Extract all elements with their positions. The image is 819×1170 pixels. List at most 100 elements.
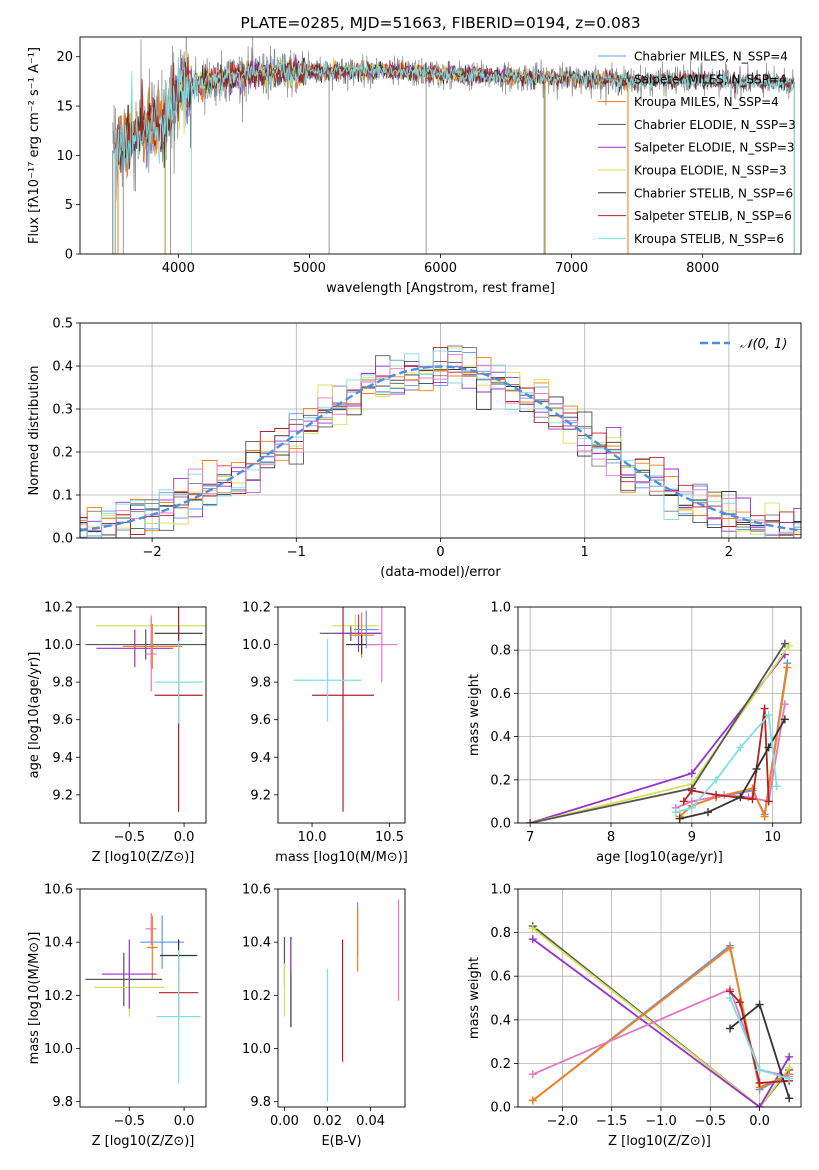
plus-marker [748, 795, 757, 804]
x-tick-label: 0.04 [356, 1114, 385, 1129]
legend-label: Salpeter STELIB, N_SSP=6 [634, 209, 792, 223]
y-tick-label: 1.0 [490, 883, 511, 898]
plus-marker [726, 1024, 735, 1033]
y-tick-label: 0.1 [52, 489, 73, 504]
y-axis-label: Normed distribution [27, 366, 42, 496]
plus-marker [687, 769, 696, 778]
y-tick-label: 9.6 [52, 713, 73, 728]
mass-weight-line-7 [729, 990, 790, 1084]
x-axis-label: (data-model)/error [380, 565, 501, 580]
y-tick-label: 0.0 [490, 817, 511, 832]
legend-label: Kroupa ELODIE, N_SSP=3 [634, 164, 787, 178]
x-tick-label: 7000 [555, 261, 588, 276]
spectrum-legend: Chabrier MILES, N_SSP=4 Salpeter MILES, N… [598, 50, 796, 246]
x-tick-label: 10.0 [298, 830, 327, 845]
x-tick-label: 9 [688, 830, 696, 845]
errorbar-point [154, 640, 203, 724]
y-tick-label: 0.2 [490, 1057, 511, 1072]
plus-marker [780, 715, 789, 724]
plus-marker [704, 808, 713, 817]
y-tick-label: 9.8 [250, 676, 271, 691]
legend-label: Chabrier ELODIE, N_SSP=3 [634, 118, 796, 132]
x-tick-label: 2 [725, 545, 733, 560]
x-tick-label: 0.00 [270, 1114, 299, 1129]
plus-marker [744, 793, 753, 802]
y-tick-label: 10.2 [242, 601, 271, 616]
plus-marker [528, 924, 537, 933]
x-tick-label: 10 [764, 830, 781, 845]
plus-marker [785, 1052, 794, 1061]
y-tick-label: 9.6 [250, 713, 271, 728]
y-tick-label: 9.2 [250, 788, 271, 803]
errorbar-point [366, 607, 398, 683]
y-tick-label: 5 [65, 198, 73, 213]
x-tick-label: 0 [436, 545, 444, 560]
errorbar-point [140, 915, 185, 969]
legend-label: Chabrier MILES, N_SSP=4 [634, 50, 788, 64]
y-tick-label: 9.2 [52, 788, 73, 803]
panel-8-frame [517, 888, 802, 1108]
y-axis-label: mass weight [467, 674, 482, 756]
plus-marker [528, 1070, 537, 1079]
x-tick-label: 0.0 [174, 1114, 195, 1129]
panel-6-frame [79, 888, 207, 1108]
mass-weight-line-6 [675, 704, 786, 809]
mass-weight-plot-area [526, 639, 793, 823]
plus-marker [726, 943, 735, 952]
x-tick-label: 5000 [293, 261, 326, 276]
histogram-series-2 [80, 345, 801, 538]
x-tick-label: 0.0 [749, 1114, 770, 1129]
y-tick-label: 10.2 [44, 989, 73, 1004]
errorbar-point [312, 607, 375, 812]
panel-5-frame [517, 606, 802, 824]
panel-5-axes: 7 8 9 10 0.0 0.2 0.4 0.6 0.8 1.0 [490, 601, 801, 845]
histogram-series-5 [80, 365, 801, 538]
x-tick-label: 1 [581, 545, 589, 560]
y-tick-label: 0.5 [52, 317, 73, 332]
plus-marker [755, 1103, 764, 1107]
legend-label: Chabrier STELIB, N_SSP=6 [634, 186, 793, 200]
x-tick-label: −0.5 [694, 1114, 726, 1129]
y-tick-label: 9.8 [52, 1095, 73, 1110]
x-tick-label: 6000 [424, 261, 457, 276]
plus-marker [687, 786, 696, 795]
x-tick-label: −1.5 [596, 1114, 628, 1129]
legend-label: Kroupa STELIB, N_SSP=6 [634, 232, 784, 246]
panel-1-frame [79, 36, 802, 255]
y-tick-label: 10.4 [44, 936, 73, 951]
errorbar-point [96, 629, 174, 668]
plus-marker [755, 1079, 764, 1088]
y-tick-label: 9.4 [250, 751, 271, 766]
y-tick-label: 20 [56, 50, 73, 65]
legend-label: Kroupa MILES, N_SSP=4 [634, 95, 779, 109]
chart-title: PLATE=0285, MJD=51663, FIBERID=0194, z=0… [240, 14, 640, 32]
plus-marker [780, 700, 789, 709]
x-tick-label: −1.0 [645, 1114, 677, 1129]
plus-marker [764, 711, 773, 719]
y-tick-label: 10.6 [242, 883, 271, 898]
errorbar-point [85, 952, 163, 1006]
plus-marker [748, 784, 757, 793]
x-axis-label: E(B-V) [321, 1134, 361, 1149]
x-tick-label: 7 [526, 830, 534, 845]
x-tick-label: −2 [143, 545, 162, 560]
histogram-plot-area [80, 345, 801, 538]
x-tick-label: 10.5 [375, 830, 404, 845]
errorbar-point [122, 623, 182, 669]
y-axis-label: mass [log10(M/M⊙)] [27, 932, 42, 1065]
plus-marker [736, 743, 745, 752]
y-tick-label: 0.0 [52, 532, 73, 547]
plus-marker [712, 790, 721, 799]
plus-marker [679, 797, 688, 806]
plus-marker [783, 663, 792, 672]
errorbar-point [146, 915, 158, 980]
errorbar-plot-area [293, 607, 398, 812]
y-tick-label: 10.0 [242, 1042, 271, 1057]
plus-marker [687, 803, 696, 812]
plus-marker [764, 743, 773, 752]
errorbar-point [335, 614, 382, 653]
x-tick-label: 0.0 [174, 830, 195, 845]
x-axis-label: mass [log10(M/M⊙)] [275, 850, 408, 865]
panel-4-axes: 10.0 10.5 9.2 9.4 9.6 9.8 10.0 10.2 [242, 601, 404, 846]
errorbar-point [293, 638, 362, 722]
